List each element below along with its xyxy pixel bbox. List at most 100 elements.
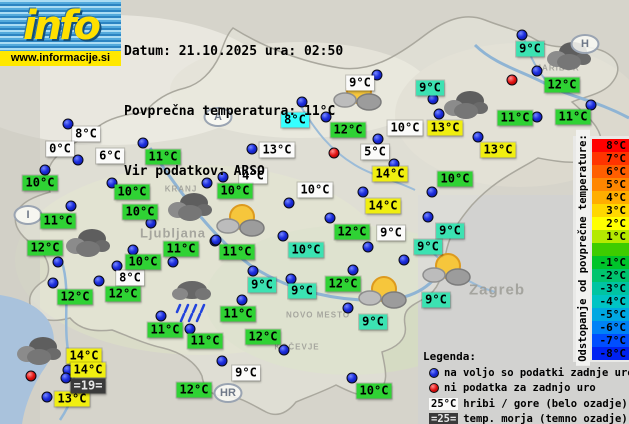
header-info: Datum: 21.10.2025 ura: 02:50 Povprečna t… bbox=[124, 2, 343, 222]
station-temp-label: 13°C bbox=[480, 142, 516, 158]
station-dot-blue bbox=[167, 256, 179, 268]
cloud-icon bbox=[442, 88, 488, 124]
country-sign-a: A bbox=[203, 107, 233, 127]
station-dot-blue bbox=[277, 230, 289, 242]
station-dot-blue bbox=[52, 256, 64, 268]
station-temp-label: 12°C bbox=[176, 382, 212, 398]
city-label: KOČEVJE bbox=[274, 342, 320, 352]
station-dot-blue bbox=[398, 254, 410, 266]
scale-step: -6°C bbox=[592, 321, 629, 334]
station-temp-label: 13°C bbox=[54, 391, 90, 407]
station-temp-label: 14°C bbox=[372, 166, 408, 182]
station-dot-blue bbox=[362, 241, 374, 253]
station-dot-blue bbox=[296, 96, 308, 108]
station-temp-label: 10°C bbox=[22, 175, 58, 191]
station-temp-label: 10°C bbox=[437, 171, 473, 187]
station-temp-label: 12°C bbox=[57, 289, 93, 305]
scale-step: -1°C bbox=[592, 256, 629, 269]
station-temp-label: 12°C bbox=[330, 122, 366, 138]
legend-items: na voljo so podatki zadnje ure ni podatka… bbox=[423, 365, 629, 424]
station-temp-label: 11°C bbox=[187, 333, 223, 349]
country-sign-i: I bbox=[13, 205, 43, 225]
station-temp-label: 9°C bbox=[232, 365, 260, 381]
station-dot-blue bbox=[342, 302, 354, 314]
scale-step bbox=[592, 243, 629, 256]
station-temp-label: 4°C bbox=[239, 168, 267, 184]
header-avg-temp: Povprečna temperatura: 11°C bbox=[124, 104, 336, 119]
station-dot-blue bbox=[426, 186, 438, 198]
legend-item: na voljo so podatki zadnje ure bbox=[429, 365, 629, 381]
legend-item-label: hribi / gore (belo ozadje) bbox=[463, 397, 628, 410]
sun-cloud-icon bbox=[422, 252, 472, 292]
station-temp-label: 13°C bbox=[427, 120, 463, 136]
scale-step: -4°C bbox=[592, 295, 629, 308]
scale-step: 1°C bbox=[592, 230, 629, 243]
station-temp-label: 9°C bbox=[422, 292, 450, 308]
station-temp-label: 8°C bbox=[281, 112, 309, 128]
scale-step: 5°C bbox=[592, 178, 629, 191]
logo-url[interactable]: www.informacije.si bbox=[0, 51, 121, 66]
legend-item: 25°C hribi / gore (belo ozadje) bbox=[429, 396, 629, 412]
station-temp-label: 11°C bbox=[163, 241, 199, 257]
station-dot-blue bbox=[320, 111, 332, 123]
scale-step: 6°C bbox=[592, 165, 629, 178]
station-temp-label: 9°C bbox=[248, 277, 276, 293]
station-temp-label: 8°C bbox=[116, 270, 144, 286]
station-temp-label: 5°C bbox=[361, 144, 389, 160]
station-temp-label: 10°C bbox=[122, 204, 158, 220]
station-temp-label: 10°C bbox=[387, 120, 423, 136]
station-temp-label: 9°C bbox=[346, 75, 374, 91]
station-temp-label: 0°C bbox=[46, 141, 74, 157]
legend-dark-box-icon: =25= bbox=[429, 413, 459, 424]
station-temp-label: 11°C bbox=[145, 149, 181, 165]
station-dot-blue bbox=[246, 143, 258, 155]
station-temp-label: 10°C bbox=[288, 242, 324, 258]
station-dot-blue bbox=[347, 264, 359, 276]
logo-banner: info bbox=[0, 0, 121, 51]
city-label: KRANJ bbox=[164, 184, 198, 194]
legend-item-label: temp. morja (temno ozadje) bbox=[463, 413, 628, 424]
station-temp-label: 11°C bbox=[497, 110, 533, 126]
station-dot-blue bbox=[106, 177, 118, 189]
station-dot-red bbox=[506, 74, 518, 86]
cloud-icon bbox=[15, 334, 61, 370]
station-temp-label: 9°C bbox=[359, 314, 387, 330]
header-date: Datum: 21.10.2025 ura: 02:50 bbox=[124, 44, 344, 59]
scale-step: -2°C bbox=[592, 269, 629, 282]
station-dot-blue bbox=[217, 171, 229, 183]
legend-item-label: na voljo so podatki zadnje ure bbox=[444, 366, 629, 379]
cloud-icon bbox=[64, 226, 110, 262]
scale-step: 4°C bbox=[592, 191, 629, 204]
sun-cloud-icon bbox=[216, 203, 266, 243]
rain-cloud-icon bbox=[170, 279, 214, 327]
legend-item-label: ni podatka za zadnjo uro bbox=[444, 382, 596, 395]
station-temp-label: 12°C bbox=[27, 240, 63, 256]
legend-blue-dot-icon bbox=[429, 367, 439, 378]
station-dot-blue bbox=[65, 200, 77, 212]
station-dot-blue bbox=[516, 29, 528, 41]
station-temp-label: 10°C bbox=[297, 182, 333, 198]
station-dot-blue bbox=[585, 99, 597, 111]
city-label: Zagreb bbox=[468, 281, 526, 299]
station-dot-blue bbox=[216, 355, 228, 367]
station-dot-blue bbox=[137, 137, 149, 149]
city-label: MARIBOR bbox=[534, 63, 580, 73]
station-dot-blue bbox=[47, 277, 59, 289]
station-temp-label: 9°C bbox=[416, 80, 444, 96]
site-logo[interactable]: info www.informacije.si bbox=[0, 0, 121, 66]
station-temp-label: 6°C bbox=[96, 148, 124, 164]
station-dot-blue bbox=[210, 234, 222, 246]
legend-red-dot-icon bbox=[429, 383, 439, 394]
station-dot-blue bbox=[283, 197, 295, 209]
station-dot-red bbox=[25, 370, 37, 382]
station-dot-blue bbox=[422, 211, 434, 223]
scale-step: -5°C bbox=[592, 308, 629, 321]
station-dot-blue bbox=[62, 118, 74, 130]
station-temp-label: 10°C bbox=[125, 254, 161, 270]
city-label: NOVO MESTO bbox=[285, 310, 351, 320]
scale-step: 2°C bbox=[592, 217, 629, 230]
station-dot-blue bbox=[433, 108, 445, 120]
legend-item: =25= temp. morja (temno ozadje) bbox=[429, 412, 629, 424]
city-label: Ljubljana bbox=[139, 225, 207, 241]
